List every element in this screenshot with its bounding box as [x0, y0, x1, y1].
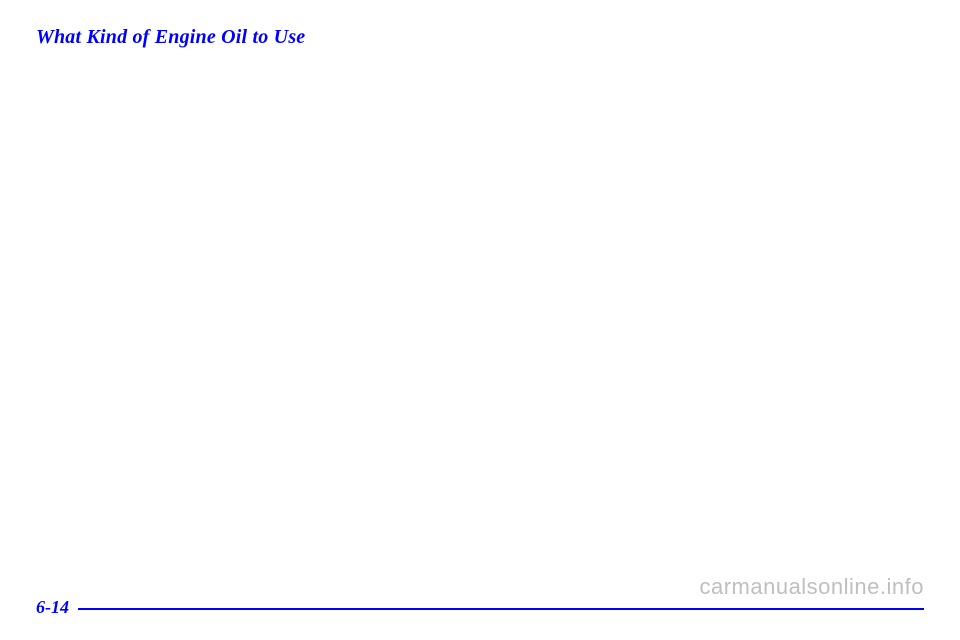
footer-divider: [78, 608, 924, 610]
watermark-text: carmanualsonline.info: [699, 574, 924, 600]
page-number: 6-14: [36, 597, 69, 618]
section-heading: What Kind of Engine Oil to Use: [36, 26, 305, 49]
